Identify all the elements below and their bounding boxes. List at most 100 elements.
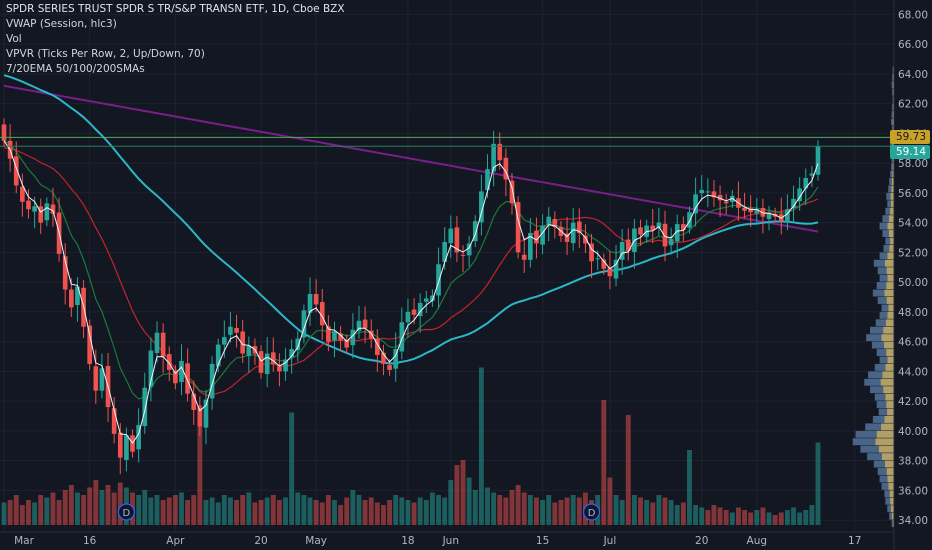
- volume-bar: [50, 492, 56, 525]
- legend-vol[interactable]: Vol: [6, 33, 22, 45]
- candle: [509, 172, 515, 215]
- candle-body: [270, 352, 276, 364]
- vp-row-up: [889, 178, 892, 185]
- volume-bar: [234, 500, 240, 525]
- volume-bar: [534, 497, 539, 525]
- vp-row-up: [890, 140, 893, 148]
- x-tick-label: May: [305, 535, 327, 547]
- candle-body: [240, 331, 246, 354]
- vp-row-down: [886, 349, 894, 356]
- candle-body: [705, 191, 711, 193]
- vp-row-up: [870, 386, 884, 394]
- candle: [44, 197, 50, 227]
- candle-body: [148, 350, 154, 387]
- candle-body: [521, 254, 527, 260]
- vp-row-up: [884, 490, 890, 498]
- vp-row-up: [879, 475, 888, 483]
- candle-body: [619, 241, 625, 260]
- candle: [191, 380, 197, 425]
- candle-body: [405, 311, 411, 323]
- vp-row-down: [892, 140, 894, 148]
- candle: [705, 178, 711, 208]
- vp-row-up: [855, 430, 877, 438]
- vp-row-up: [891, 163, 893, 171]
- candle-body: [589, 243, 594, 262]
- symbol-title[interactable]: SPDR SERIES TRUST SPDR S TR/S&P TRANSN E…: [6, 3, 345, 15]
- candle-body: [699, 189, 705, 194]
- vp-row-up: [892, 103, 894, 111]
- candle-body: [607, 267, 613, 277]
- candle: [491, 130, 496, 187]
- volume-bar: [221, 495, 227, 525]
- candle: [203, 390, 209, 445]
- volume-bar: [356, 495, 362, 525]
- vp-row-down: [886, 468, 894, 475]
- volume-bar: [485, 487, 490, 525]
- dividend-marker: D: [117, 503, 136, 521]
- volume-bar: [546, 495, 552, 525]
- indicator-legend: SPDR SERIES TRUST SPDR S TR/S&P TRANSN E…: [6, 2, 345, 77]
- candle: [448, 215, 454, 259]
- legend-vwap[interactable]: VWAP (Session, hlc3): [6, 18, 117, 30]
- candle: [607, 250, 613, 290]
- candle: [729, 189, 735, 209]
- candle: [785, 194, 790, 231]
- vp-row-down: [891, 185, 894, 193]
- volume-profile: [852, 66, 894, 528]
- volume-bar: [1, 502, 7, 525]
- volume-bar: [448, 480, 454, 525]
- x-tick-label: Aug: [747, 535, 768, 547]
- vp-row-up: [875, 319, 886, 327]
- volume-bar: [619, 500, 625, 525]
- candle-body: [638, 227, 643, 235]
- candle-body: [791, 198, 796, 209]
- candle-body: [32, 206, 37, 212]
- candle: [687, 206, 692, 234]
- volume-bar: [325, 495, 331, 525]
- vp-row-down: [883, 386, 894, 394]
- candle: [117, 423, 123, 475]
- candle-body: [466, 243, 472, 256]
- candle-body: [528, 233, 533, 260]
- candle-body: [375, 338, 380, 356]
- candle: [179, 344, 184, 396]
- candle-body: [583, 235, 588, 244]
- volume-bar: [87, 487, 93, 525]
- candle-body: [258, 351, 264, 373]
- candle: [791, 185, 796, 223]
- candle-body: [766, 213, 772, 220]
- vp-row-down: [888, 304, 894, 312]
- volume-bar: [521, 492, 527, 525]
- volume-bar: [668, 500, 674, 525]
- volume-bar: [411, 502, 417, 525]
- candle-body: [87, 325, 93, 364]
- vp-row-up: [876, 401, 887, 409]
- legend-vpvr[interactable]: VPVR (Ticks Per Row, 2, Up/Down, 70): [6, 48, 205, 60]
- candle-body: [564, 233, 570, 242]
- vp-row-up: [886, 192, 891, 200]
- x-tick-label: 15: [536, 535, 549, 547]
- vp-row-up: [876, 282, 887, 290]
- candle: [362, 306, 368, 344]
- candle-body: [154, 332, 160, 353]
- volume-bar: [74, 492, 80, 525]
- vp-row-down: [885, 319, 894, 327]
- candle-body: [503, 157, 509, 180]
- candle: [344, 334, 350, 354]
- candle: [638, 219, 643, 246]
- vp-row-up: [891, 155, 893, 163]
- candle: [815, 140, 821, 181]
- candle-body: [754, 209, 760, 214]
- legend-ma[interactable]: 7/20EMA 50/100/200SMAs: [6, 63, 145, 75]
- volume-bar: [509, 490, 515, 525]
- vp-row-down: [884, 415, 894, 423]
- vp-row-up: [879, 311, 888, 319]
- candle-body: [693, 194, 698, 214]
- candle: [258, 345, 264, 379]
- candle: [160, 323, 166, 374]
- x-tick-label: Mar: [14, 535, 34, 547]
- y-tick-label: 44.00: [898, 366, 928, 378]
- volume-bar: [264, 497, 270, 525]
